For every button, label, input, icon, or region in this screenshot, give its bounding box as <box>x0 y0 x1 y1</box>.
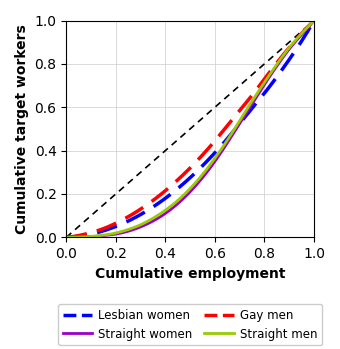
X-axis label: Cumulative employment: Cumulative employment <box>95 267 285 281</box>
Legend: Lesbian women, Straight women, Gay men, Straight men: Lesbian women, Straight women, Gay men, … <box>58 304 322 345</box>
Y-axis label: Cumulative target workers: Cumulative target workers <box>15 24 29 234</box>
